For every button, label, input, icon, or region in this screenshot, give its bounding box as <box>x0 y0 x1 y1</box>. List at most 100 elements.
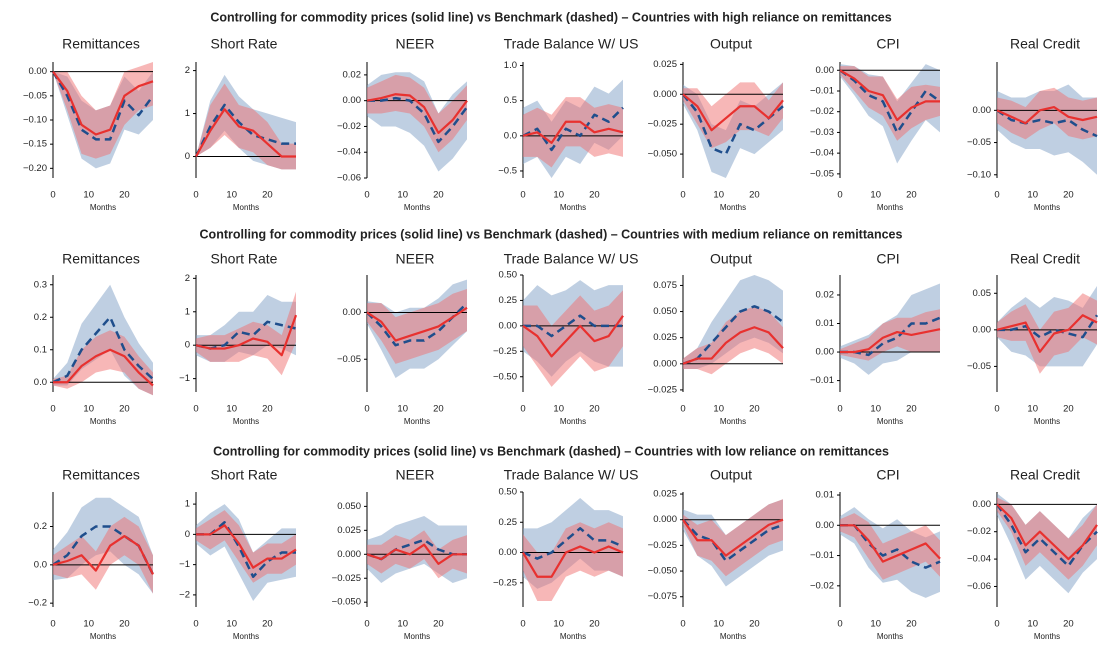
x-tick-label: 20 <box>589 404 600 415</box>
x-tick-label: 0 <box>364 404 369 415</box>
x-tick-label: 10 <box>1027 190 1038 201</box>
y-tick-label: 0.00 <box>973 499 992 510</box>
x-axis-label: Months <box>720 417 746 426</box>
x-axis-label: Months <box>404 632 430 641</box>
panel-title: Output <box>710 251 752 267</box>
y-tick-label: 0.050 <box>653 306 677 317</box>
x-tick-label: 10 <box>397 190 408 201</box>
panel-title: Remittances <box>62 467 140 483</box>
y-tick-label: −0.04 <box>810 148 834 159</box>
x-axis-label: Months <box>233 203 259 212</box>
x-tick-label: 10 <box>83 190 94 201</box>
y-tick-label: −0.01 <box>810 375 834 386</box>
x-tick-label: 0 <box>837 619 842 630</box>
y-tick-label: −0.075 <box>648 591 677 602</box>
y-tick-label: −0.050 <box>648 149 677 160</box>
benchmark-line <box>52 316 154 384</box>
y-tick-label: −0.5 <box>498 165 517 176</box>
y-tick-label: 1 <box>185 306 190 317</box>
controlled-line <box>522 120 624 144</box>
y-tick-label: 0.00 <box>816 347 835 358</box>
panel-title: CPI <box>876 467 899 483</box>
x-tick-label: 20 <box>589 619 600 630</box>
y-tick-label: 1.0 <box>504 60 517 71</box>
x-tick-label: 20 <box>906 404 917 415</box>
y-tick-label: −2 <box>179 589 190 600</box>
x-tick-label: 0 <box>520 190 525 201</box>
x-axis-label: Months <box>1034 417 1060 426</box>
y-tick-label: 0.075 <box>653 280 677 291</box>
y-tick-label: 2 <box>185 65 190 76</box>
controlled-line <box>195 108 296 158</box>
panel-title: NEER <box>396 251 435 267</box>
y-tick-label: −0.02 <box>810 106 834 117</box>
y-tick-label: 2 <box>185 273 190 284</box>
x-tick-label: 20 <box>749 404 760 415</box>
x-axis-label: Months <box>877 417 903 426</box>
y-tick-label: −0.06 <box>337 173 361 184</box>
confidence-band <box>523 97 623 168</box>
x-tick-label: 10 <box>553 190 564 201</box>
y-tick-label: −0.05 <box>23 90 47 101</box>
x-axis-label: Months <box>1034 632 1060 641</box>
controlled-line <box>522 545 624 578</box>
x-tick-label: 20 <box>749 190 760 201</box>
y-tick-label: 0.50 <box>499 270 518 281</box>
x-axis-label: Months <box>1034 203 1060 212</box>
panel-title: Trade Balance W/ US <box>504 467 639 483</box>
confidence-band <box>683 306 783 375</box>
y-tick-label: −0.025 <box>648 119 677 130</box>
controlled-line <box>839 69 940 122</box>
x-tick-label: 10 <box>226 619 237 630</box>
y-tick-label: 0.050 <box>337 501 361 512</box>
x-tick-label: 20 <box>119 404 130 415</box>
confidence-band <box>523 290 623 387</box>
controlled-line <box>366 543 467 565</box>
x-tick-label: 10 <box>553 619 564 630</box>
y-tick-label: −0.01 <box>810 550 834 561</box>
controlled-line <box>682 93 784 132</box>
x-tick-label: 20 <box>433 619 444 630</box>
x-tick-label: 0 <box>837 404 842 415</box>
x-tick-label: 0 <box>193 190 198 201</box>
x-tick-label: 10 <box>397 619 408 630</box>
y-tick-label: −0.25 <box>493 346 517 357</box>
x-tick-label: 20 <box>1063 404 1074 415</box>
panel-title: Real Credit <box>1010 467 1080 483</box>
panel-title: Short Rate <box>211 467 278 483</box>
panel-title: Remittances <box>62 36 140 52</box>
y-tick-label: 0.25 <box>499 295 518 306</box>
x-tick-label: 20 <box>906 190 917 201</box>
controlled-line <box>53 348 154 387</box>
controlled-line <box>840 328 941 354</box>
y-tick-label: 0 <box>185 529 190 540</box>
panel-title: Output <box>710 36 752 52</box>
y-tick-label: −0.15 <box>23 139 47 150</box>
y-tick-label: 0 <box>185 151 190 162</box>
x-tick-label: 0 <box>520 619 525 630</box>
x-axis-label: Months <box>877 203 903 212</box>
controlled-line <box>196 524 297 569</box>
confidence-band <box>367 289 467 364</box>
y-tick-label: 0.01 <box>816 490 835 501</box>
y-tick-label: −0.02 <box>967 526 991 537</box>
controlled-line <box>996 503 1098 561</box>
y-tick-label: −0.50 <box>493 371 517 382</box>
y-tick-label: 0.02 <box>816 289 835 300</box>
y-tick-label: −0.02 <box>337 121 361 132</box>
confidence-band <box>53 62 153 159</box>
y-tick-label: 0.025 <box>653 59 677 70</box>
x-tick-label: 20 <box>262 619 273 630</box>
benchmark-line <box>367 96 469 144</box>
benchmark-line <box>839 69 941 134</box>
x-axis-label: Months <box>877 632 903 641</box>
confidence-band <box>997 87 1097 140</box>
x-tick-label: 0 <box>994 404 999 415</box>
controlled-line <box>366 306 468 342</box>
y-tick-label: 0.25 <box>499 517 518 528</box>
panel-title: Short Rate <box>211 251 278 267</box>
y-tick-label: −1 <box>179 559 190 570</box>
x-tick-label: 10 <box>1027 404 1038 415</box>
y-tick-label: −0.025 <box>648 384 677 395</box>
y-tick-label: 0.05 <box>973 288 992 299</box>
